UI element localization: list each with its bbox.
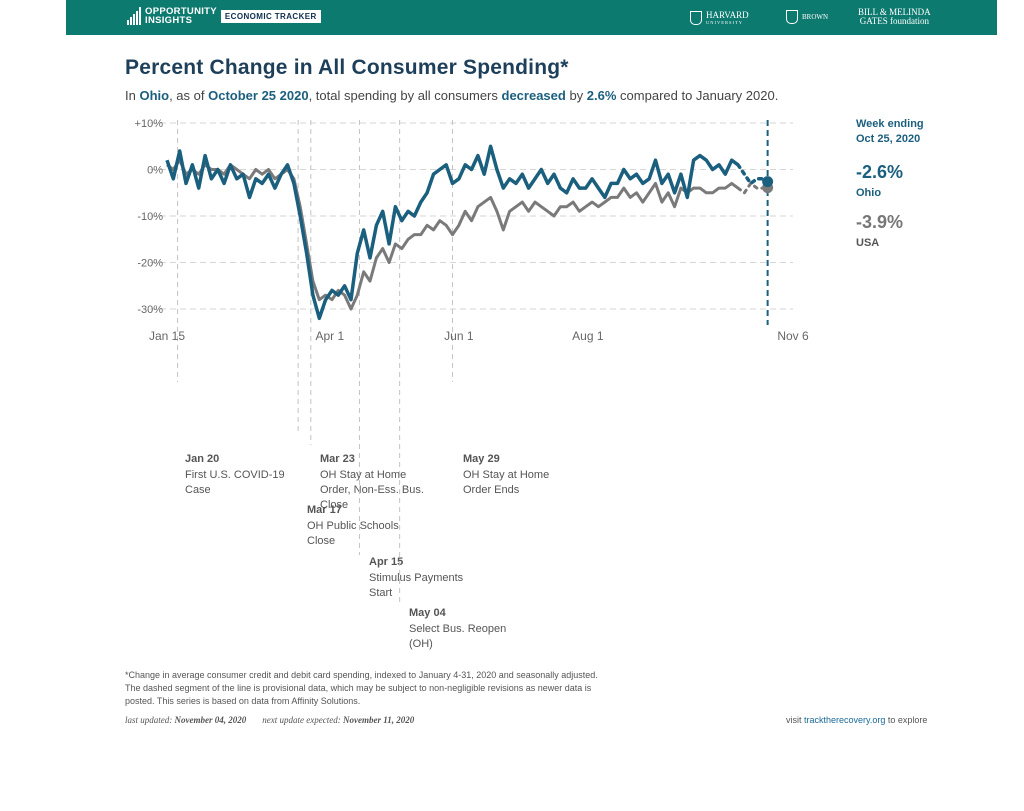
ohio-line — [165, 144, 740, 321]
event-date: Mar 23 — [320, 453, 355, 465]
legend-week-ending-label: Week ending — [856, 118, 924, 130]
y-tick-label: 0% — [147, 165, 163, 177]
grid — [150, 122, 793, 310]
next-update-label: next update expected: — [262, 715, 343, 725]
economic-tracker-badge: ECONOMIC TRACKER — [220, 9, 321, 23]
visit-post: to explore — [885, 715, 928, 725]
logo-line2: INSIGHTS — [145, 15, 193, 26]
logo-line1: OPPORTUNITY — [145, 6, 217, 17]
x-tick-label: Jun 1 — [444, 329, 474, 343]
x-tick-label: Apr 1 — [316, 329, 345, 343]
legend-ohio-label: Ohio — [856, 187, 881, 199]
event-label: First U.S. COVID-19 — [185, 469, 285, 481]
harvard-shield-icon — [690, 10, 702, 25]
partner-harvard[interactable]: HARVARD UNIVERSITY — [690, 10, 749, 25]
x-axis-ticks: Jan 15 Apr 1 Jun 1 Aug 1 Nov 6 — [149, 329, 809, 343]
subtitle-tail: compared to January 2020. — [616, 88, 779, 103]
y-tick-label: -30% — [137, 304, 163, 316]
bar-chart-icon — [127, 7, 141, 25]
y-axis-ticks: +10% 0% -10% -20% -30% — [135, 118, 164, 316]
visit-pre: visit — [786, 715, 804, 725]
event-label: (OH) — [409, 638, 433, 650]
event-lines: Jan 20 First U.S. COVID-19 Case Mar 23 OH St… — [177, 120, 549, 650]
footnote-line3: posted. This series is based on data fro… — [125, 696, 361, 706]
event-label: Close — [320, 499, 348, 511]
subtitle-direction: decreased — [501, 88, 566, 103]
last-updated-date: November 04, 2020 — [174, 715, 247, 725]
usa-line — [166, 158, 739, 311]
ohio-end-point — [762, 176, 774, 188]
last-updated-label: last updated: — [125, 715, 175, 725]
event-label: OH Stay at Home — [463, 469, 549, 481]
event-label: Stimulus Payments — [369, 572, 464, 584]
event-date: May 04 — [409, 607, 447, 619]
next-update-date: November 11, 2020 — [342, 715, 415, 725]
gates-line1: BILL & MELINDA — [858, 7, 931, 17]
chart-title: Percent Change in All Consumer Spending* — [125, 56, 569, 79]
tracktherecovery-link[interactable]: tracktherecovery.org — [804, 715, 886, 725]
update-info: last updated: November 04, 2020 next upda… — [125, 715, 414, 725]
subtitle-by: by — [565, 88, 587, 103]
y-tick-label: +10% — [135, 118, 164, 130]
subtitle-mid: , total spending by all consumers — [308, 88, 502, 103]
x-tick-label: Aug 1 — [572, 329, 604, 343]
chart-subtitle: In Ohio, as of October 25 2020, total sp… — [125, 88, 778, 103]
legend-week-ending-date: Oct 25, 2020 — [856, 133, 920, 145]
logo-text: OPPORTUNITY INSIGHTS — [145, 6, 217, 26]
gates-line2: GATES foundation — [859, 16, 929, 26]
footnote-line1: *Change in average consumer credit and d… — [125, 670, 598, 680]
legend-usa-label: USA — [856, 237, 879, 249]
event-date: Jan 20 — [185, 453, 219, 465]
partner-brown[interactable]: BROWN — [786, 10, 828, 24]
opportunity-insights-logo[interactable]: OPPORTUNITY INSIGHTS ECONOMIC TRACKER — [127, 7, 321, 25]
legend-usa-value: -3.9% — [856, 212, 903, 232]
event-label: Select Bus. Reopen — [409, 623, 506, 635]
subtitle-date: October 25 2020 — [208, 88, 309, 103]
y-tick-label: -20% — [137, 258, 163, 270]
subtitle-as-of: , as of — [169, 88, 209, 103]
event-date: Apr 15 — [369, 556, 403, 568]
event-label: OH Stay at Home — [320, 469, 406, 481]
event-label: Order Ends — [463, 484, 520, 496]
legend: Week ending Oct 25, 2020 -2.6% Ohio -3.9… — [856, 118, 924, 249]
harvard-label: HARVARD — [706, 10, 749, 20]
brown-label: BROWN — [802, 13, 829, 21]
event-label: Start — [369, 587, 392, 599]
event-label: Case — [185, 484, 211, 496]
legend-ohio-value: -2.6% — [856, 162, 903, 182]
x-tick-label: Jan 15 — [149, 329, 185, 343]
event-date: Mar 17 — [307, 504, 342, 516]
partner-gates[interactable]: BILL & MELINDA GATES foundation — [858, 8, 931, 26]
x-tick-label: Nov 6 — [777, 329, 809, 343]
subtitle-value: 2.6% — [586, 88, 617, 103]
event-label: Order, Non-Ess. Bus. — [320, 484, 424, 496]
y-tick-label: -10% — [137, 211, 163, 223]
event-date: May 29 — [463, 453, 500, 465]
harvard-sublabel: UNIVERSITY — [706, 20, 743, 25]
event-label: Close — [307, 535, 335, 547]
series-lines — [165, 120, 774, 325]
subtitle-state: Ohio — [139, 88, 170, 103]
ohio-provisional-line — [736, 163, 770, 186]
footnote-line2: The dashed segment of the line is provis… — [125, 683, 592, 693]
brown-shield-icon — [786, 10, 798, 24]
visit-text: visit tracktherecovery.org to explore — [786, 715, 927, 725]
subtitle-in: In — [125, 88, 140, 103]
footnote: *Change in average consumer credit and d… — [125, 669, 645, 708]
event-label: OH Public Schools — [307, 520, 399, 532]
